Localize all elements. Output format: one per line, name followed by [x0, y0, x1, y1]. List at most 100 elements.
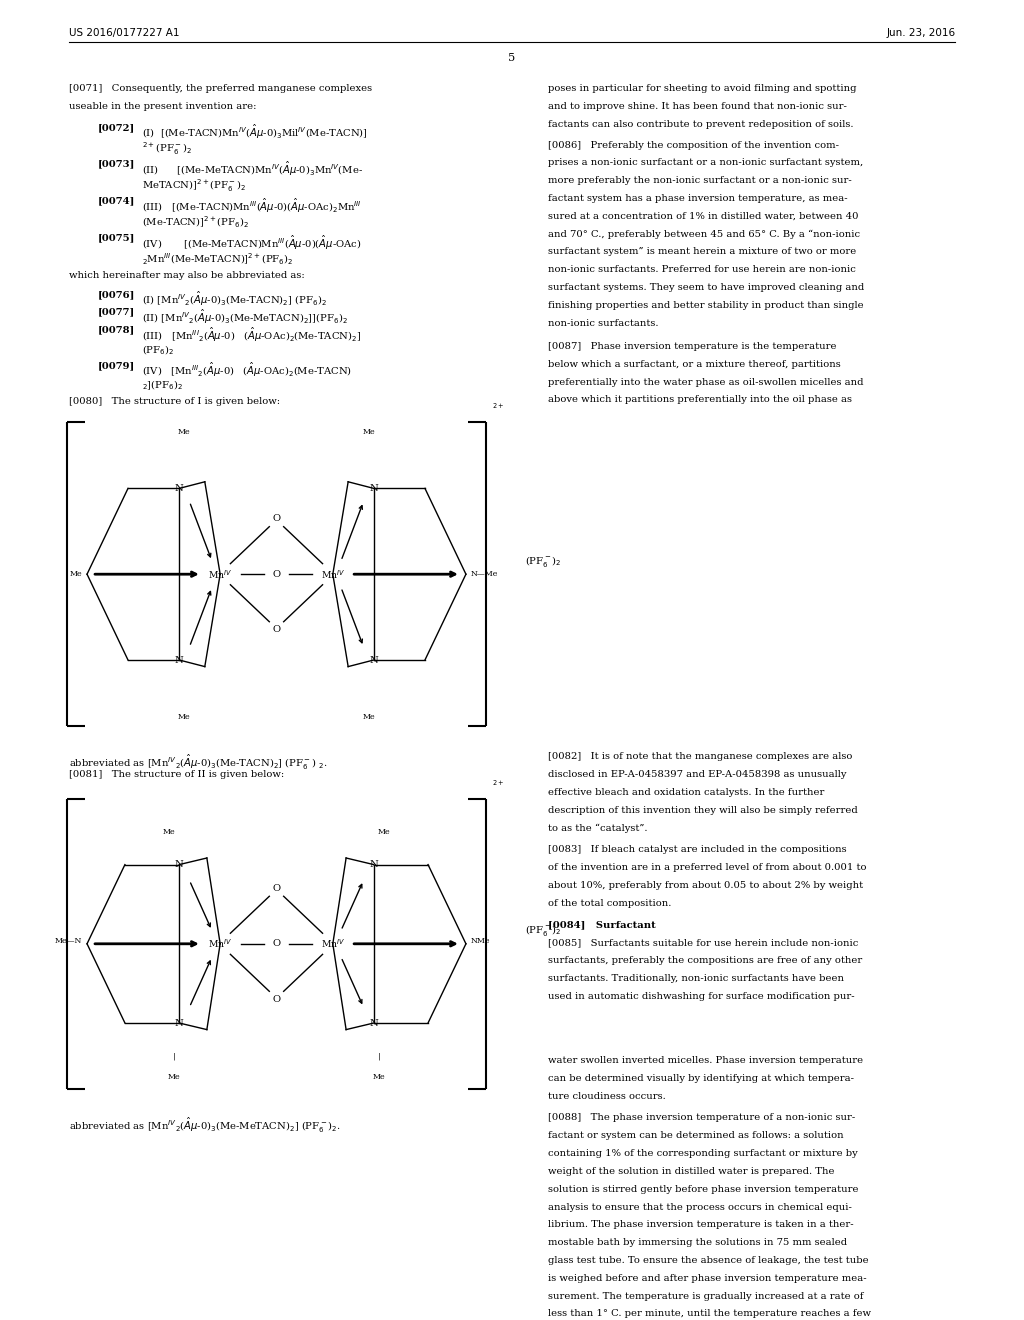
Text: surfactant system” is meant herein a mixture of two or more: surfactant system” is meant herein a mix…	[548, 247, 856, 256]
Text: [0081]   The structure of II is given below:: [0081] The structure of II is given belo…	[69, 771, 284, 779]
Text: (I)  [(Me-TACN)Mn$^{IV}$($\hat{A}\mu$-0)$_3$Mil$^{IV}$(Me-TACN)]: (I) [(Me-TACN)Mn$^{IV}$($\hat{A}\mu$-0)$…	[142, 123, 368, 141]
Text: analysis to ensure that the process occurs in chemical equi-: analysis to ensure that the process occu…	[548, 1203, 852, 1212]
Text: (Me-TACN)]$^{2+}$(PF$_6$)$_2$: (Me-TACN)]$^{2+}$(PF$_6$)$_2$	[142, 214, 250, 230]
Text: (II)      [(Me-MeTACN)Mn$^{IV}$($\hat{A}\mu$-0)$_3$Mn$^{IV}$(Me-: (II) [(Me-MeTACN)Mn$^{IV}$($\hat{A}\mu$-…	[142, 160, 364, 178]
Text: poses in particular for sheeting to avoid filming and spotting: poses in particular for sheeting to avoi…	[548, 84, 856, 94]
Text: above which it partitions preferentially into the oil phase as: above which it partitions preferentially…	[548, 395, 852, 404]
Text: surfactants, preferably the compositions are free of any other: surfactants, preferably the compositions…	[548, 957, 862, 965]
Text: Me: Me	[163, 828, 175, 836]
Text: $_2$](PF$_6$)$_2$: $_2$](PF$_6$)$_2$	[142, 379, 183, 392]
Text: effective bleach and oxidation catalysts. In the further: effective bleach and oxidation catalysts…	[548, 788, 824, 797]
Text: and to improve shine. It has been found that non-ionic sur-: and to improve shine. It has been found …	[548, 103, 847, 111]
Text: factant system has a phase inversion temperature, as mea-: factant system has a phase inversion tem…	[548, 194, 848, 203]
Text: is weighed before and after phase inversion temperature mea-: is weighed before and after phase invers…	[548, 1274, 866, 1283]
Text: MeTACN)]$^{2+}$(PF$_6^-$)$_2$: MeTACN)]$^{2+}$(PF$_6^-$)$_2$	[142, 177, 247, 194]
Text: ture cloudiness occurs.: ture cloudiness occurs.	[548, 1092, 666, 1101]
Text: O: O	[272, 570, 281, 578]
Text: [0086]   Preferably the composition of the invention com-: [0086] Preferably the composition of the…	[548, 140, 839, 149]
Text: Me: Me	[70, 570, 82, 578]
Text: Me: Me	[362, 713, 375, 721]
Text: $^{2+}$: $^{2+}$	[492, 779, 504, 788]
Text: (III)   [Mn$^{III}$$_2$($\hat{A}\mu$-0)   ($\hat{A}\mu$-OAc)$_2$(Me-TACN)$_2$]: (III) [Mn$^{III}$$_2$($\hat{A}\mu$-0) ($…	[142, 325, 361, 343]
Text: Me: Me	[373, 1073, 385, 1081]
Text: [0085]   Surfactants suitable for use herein include non-ionic: [0085] Surfactants suitable for use here…	[548, 939, 858, 948]
Text: (II) [Mn$^{IV}$$_2$($\hat{A}\mu$-0)$_3$(Me-MeTACN)$_2$]](PF$_6$)$_2$: (II) [Mn$^{IV}$$_2$($\hat{A}\mu$-0)$_3$(…	[142, 308, 348, 326]
Text: O: O	[272, 515, 281, 523]
Text: [0071]   Consequently, the preferred manganese complexes: [0071] Consequently, the preferred manga…	[69, 84, 372, 94]
Text: Me: Me	[362, 428, 375, 436]
Text: water swollen inverted micelles. Phase inversion temperature: water swollen inverted micelles. Phase i…	[548, 1056, 863, 1065]
Text: [0073]: [0073]	[97, 160, 134, 169]
Text: can be determined visually by identifying at which tempera-: can be determined visually by identifyin…	[548, 1074, 854, 1082]
Text: [0075]: [0075]	[97, 234, 134, 243]
Text: prises a non-ionic surfactant or a non-ionic surfactant system,: prises a non-ionic surfactant or a non-i…	[548, 158, 863, 168]
Text: Me: Me	[178, 713, 190, 721]
Text: disclosed in EP-A-0458397 and EP-A-0458398 as unusually: disclosed in EP-A-0458397 and EP-A-04583…	[548, 771, 847, 779]
Text: sured at a concentration of 1% in distilled water, between 40: sured at a concentration of 1% in distil…	[548, 211, 858, 220]
Text: N: N	[175, 861, 183, 869]
Text: mostable bath by immersing the solutions in 75 mm sealed: mostable bath by immersing the solutions…	[548, 1238, 847, 1247]
Text: abbreviated as [Mn$^{IV}$$_2$($\hat{A}\mu$-0)$_3$(Me-MeTACN)$_2$] (PF$_6^-$)$_2$: abbreviated as [Mn$^{IV}$$_2$($\hat{A}\m…	[69, 1115, 340, 1135]
Text: Mn$^{IV}$: Mn$^{IV}$	[208, 937, 232, 950]
Text: [0088]   The phase inversion temperature of a non-ionic sur-: [0088] The phase inversion temperature o…	[548, 1114, 855, 1122]
Text: Jun. 23, 2016: Jun. 23, 2016	[886, 28, 955, 38]
Text: preferentially into the water phase as oil-swollen micelles and: preferentially into the water phase as o…	[548, 378, 863, 387]
Text: which hereinafter may also be abbreviated as:: which hereinafter may also be abbreviate…	[69, 271, 304, 280]
Text: [0083]   If bleach catalyst are included in the compositions: [0083] If bleach catalyst are included i…	[548, 846, 847, 854]
Text: [0087]   Phase inversion temperature is the temperature: [0087] Phase inversion temperature is th…	[548, 342, 837, 351]
Text: weight of the solution in distilled water is prepared. The: weight of the solution in distilled wate…	[548, 1167, 835, 1176]
Text: and 70° C., preferably between 45 and 65° C. By a “non-ionic: and 70° C., preferably between 45 and 65…	[548, 230, 860, 239]
Text: N: N	[370, 484, 378, 492]
Text: below which a surfactant, or a mixture thereof, partitions: below which a surfactant, or a mixture t…	[548, 359, 841, 368]
Text: factants can also contribute to prevent redeposition of soils.: factants can also contribute to prevent …	[548, 120, 853, 129]
Text: [0072]: [0072]	[97, 123, 134, 132]
Text: [0076]: [0076]	[97, 289, 134, 298]
Text: containing 1% of the corresponding surfactant or mixture by: containing 1% of the corresponding surfa…	[548, 1148, 857, 1158]
Text: (PF$_6$)$_2$: (PF$_6$)$_2$	[142, 343, 174, 356]
Text: N: N	[370, 861, 378, 869]
Text: [0084]   Surfactant: [0084] Surfactant	[548, 921, 655, 929]
Text: N: N	[175, 484, 183, 492]
Text: Me: Me	[378, 828, 390, 836]
Text: about 10%, preferably from about 0.05 to about 2% by weight: about 10%, preferably from about 0.05 to…	[548, 882, 863, 890]
Text: Mn$^{IV}$: Mn$^{IV}$	[321, 937, 345, 950]
Text: used in automatic dishwashing for surface modification pur-: used in automatic dishwashing for surfac…	[548, 993, 854, 1001]
Text: N: N	[370, 1019, 378, 1027]
Text: $^{2+}$: $^{2+}$	[492, 403, 504, 412]
Text: surfactant systems. They seem to have improved cleaning and: surfactant systems. They seem to have im…	[548, 282, 864, 292]
Text: factant or system can be determined as follows: a solution: factant or system can be determined as f…	[548, 1131, 844, 1140]
Text: of the total composition.: of the total composition.	[548, 899, 671, 908]
Text: O: O	[272, 884, 281, 892]
Text: less than 1° C. per minute, until the temperature reaches a few: less than 1° C. per minute, until the te…	[548, 1309, 870, 1319]
Text: librium. The phase inversion temperature is taken in a ther-: librium. The phase inversion temperature…	[548, 1221, 853, 1229]
Text: [0079]: [0079]	[97, 360, 134, 370]
Text: N—Me: N—Me	[471, 570, 499, 578]
Text: finishing properties and better stability in product than single: finishing properties and better stabilit…	[548, 301, 863, 310]
Text: [0082]   It is of note that the manganese complexes are also: [0082] It is of note that the manganese …	[548, 752, 852, 762]
Text: O: O	[272, 940, 281, 948]
Text: Me—N: Me—N	[54, 937, 82, 945]
Text: NMe: NMe	[471, 937, 490, 945]
Text: O: O	[272, 995, 281, 1003]
Text: (IV)       [(Me-MeTACN)Mn$^{III}$($\hat{A}\mu$-0)($\hat{A}\mu$-OAc): (IV) [(Me-MeTACN)Mn$^{III}$($\hat{A}\mu$…	[142, 234, 361, 252]
Text: Mn$^{IV}$: Mn$^{IV}$	[321, 568, 345, 581]
Text: to as the “catalyst”.: to as the “catalyst”.	[548, 824, 647, 833]
Text: surfactants. Traditionally, non-ionic surfactants have been: surfactants. Traditionally, non-ionic su…	[548, 974, 844, 983]
Text: |: |	[378, 1052, 380, 1060]
Text: N: N	[175, 1019, 183, 1027]
Text: solution is stirred gently before phase inversion temperature: solution is stirred gently before phase …	[548, 1185, 858, 1193]
Text: N: N	[175, 656, 183, 664]
Text: surement. The temperature is gradually increased at a rate of: surement. The temperature is gradually i…	[548, 1291, 863, 1300]
Text: abbreviated as [Mn$^{IV}$$_2$($\hat{A}\mu$-0)$_3$(Me-TACN)$_2$] (PF$_6^-$) $_{2}: abbreviated as [Mn$^{IV}$$_2$($\hat{A}\m…	[69, 752, 328, 772]
Text: $^{2+}$(PF$_6^-$)$_2$: $^{2+}$(PF$_6^-$)$_2$	[142, 140, 193, 157]
Text: glass test tube. To ensure the absence of leakage, the test tube: glass test tube. To ensure the absence o…	[548, 1257, 868, 1265]
Text: useable in the present invention are:: useable in the present invention are:	[69, 103, 256, 111]
Text: non-ionic surfactants.: non-ionic surfactants.	[548, 318, 658, 327]
Text: more preferably the non-ionic surfactant or a non-ionic sur-: more preferably the non-ionic surfactant…	[548, 176, 852, 185]
Text: |: |	[173, 1052, 175, 1060]
Text: Mn$^{IV}$: Mn$^{IV}$	[208, 568, 232, 581]
Text: [0077]: [0077]	[97, 308, 134, 317]
Text: [0074]: [0074]	[97, 197, 134, 206]
Text: (I) [Mn$^{IV}$$_2$($\hat{A}\mu$-0)$_3$(Me-TACN)$_2$] (PF$_6$)$_2$: (I) [Mn$^{IV}$$_2$($\hat{A}\mu$-0)$_3$(M…	[142, 289, 328, 308]
Text: description of this invention they will also be simply referred: description of this invention they will …	[548, 805, 857, 814]
